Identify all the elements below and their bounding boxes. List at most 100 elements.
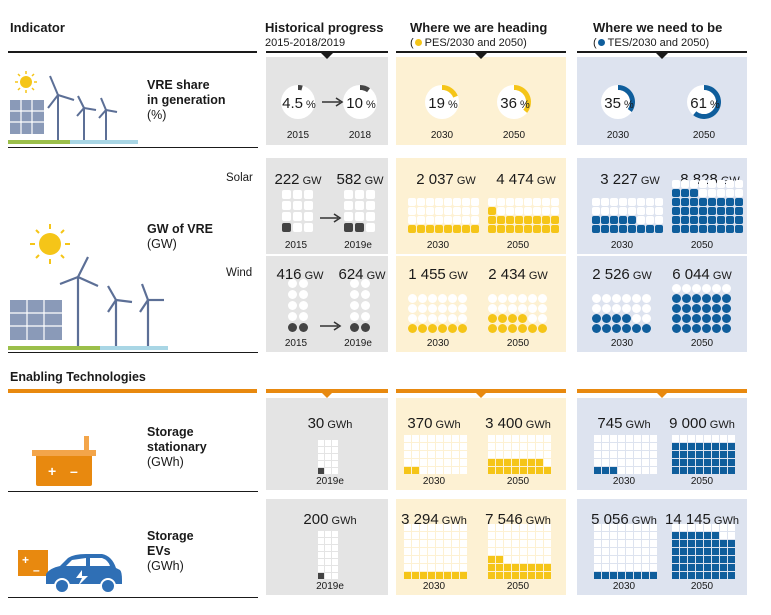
stationary-grid-cell bbox=[618, 435, 625, 442]
stationary-grid-cell bbox=[696, 467, 703, 474]
vre-share-unit: (%) bbox=[147, 108, 167, 122]
solar-grid-cell bbox=[726, 225, 734, 233]
evs-grid-cell bbox=[680, 524, 687, 531]
solar-grid-cell bbox=[717, 198, 725, 206]
evs-grid-cell bbox=[672, 572, 679, 579]
wind-grid-dot bbox=[498, 314, 507, 323]
solar-grid-cell bbox=[304, 201, 313, 210]
need-subheader: (TES/2030 and 2050) bbox=[593, 37, 709, 49]
evs-grid-cell bbox=[626, 556, 633, 563]
year-label: 2050 bbox=[507, 476, 530, 487]
arrow-right-icon bbox=[333, 321, 342, 331]
solar-grid-cell bbox=[699, 189, 707, 197]
donut-hole bbox=[692, 90, 716, 114]
stationary-value-label: 9 000 GWh bbox=[669, 415, 735, 432]
evs-grid-cell bbox=[650, 524, 657, 531]
solar-grid-cell bbox=[453, 225, 461, 233]
stationary-grid-cell bbox=[488, 467, 495, 474]
solar-grid-cell bbox=[672, 180, 680, 188]
evs-grid-cell bbox=[720, 564, 727, 571]
evs-grid-cell bbox=[428, 540, 435, 547]
evs-grid-cell bbox=[512, 524, 519, 531]
solar-grid-cell bbox=[497, 207, 505, 215]
solar-grid-cell bbox=[672, 198, 680, 206]
solar-grid-cell bbox=[592, 216, 600, 224]
solar-grid-cell bbox=[435, 216, 443, 224]
wind-grid-dot bbox=[692, 314, 701, 323]
wind-grid-dot bbox=[692, 284, 701, 293]
wind-grid-dot bbox=[299, 290, 308, 299]
evs-grid-cell bbox=[496, 524, 503, 531]
wind-turbine-icon bbox=[47, 75, 118, 142]
evs-grid-cell bbox=[488, 556, 495, 563]
evs-grid-cell bbox=[318, 538, 324, 544]
wind-grid-dot bbox=[350, 290, 359, 299]
stationary-grid-cell bbox=[404, 435, 411, 442]
evs-grid-cell bbox=[544, 548, 551, 555]
wind-grid-dot bbox=[722, 294, 731, 303]
wind-label: Wind bbox=[226, 267, 253, 279]
stationary-grid-cell bbox=[488, 459, 495, 466]
solar-grid-cell bbox=[444, 198, 452, 206]
evs-grid-cell bbox=[404, 540, 411, 547]
solar-grid-cell bbox=[488, 207, 496, 215]
wind-grid-dot bbox=[498, 324, 507, 333]
stationary-grid-cell bbox=[332, 454, 338, 460]
evs-grid-cell bbox=[512, 548, 519, 555]
solar-grid-cell bbox=[735, 180, 743, 188]
donut-value-label: 36 % bbox=[500, 95, 530, 112]
wind-grid-dot bbox=[299, 312, 308, 321]
solar-grid-cell bbox=[462, 198, 470, 206]
year-label: 2050 bbox=[507, 581, 530, 592]
solar-grid-cell bbox=[366, 223, 375, 232]
solar-grid-cell bbox=[610, 198, 618, 206]
solar-grid-cell bbox=[708, 189, 716, 197]
stationary-grid-cell bbox=[412, 435, 419, 442]
evs-grid-cell bbox=[688, 524, 695, 531]
solar-grid-cell bbox=[717, 189, 725, 197]
enabling-pointer-tes bbox=[656, 392, 668, 398]
evs-grid-cell bbox=[504, 572, 511, 579]
svg-text:–: – bbox=[33, 563, 40, 577]
solar-grid-cell bbox=[355, 201, 364, 210]
solar-grid-cell bbox=[533, 207, 541, 215]
evs-grid-cell bbox=[728, 524, 735, 531]
wind-grid-dot bbox=[602, 294, 611, 303]
solar-grid-cell bbox=[592, 207, 600, 215]
wind-grid-dot bbox=[518, 294, 527, 303]
stationary-grid-cell bbox=[428, 459, 435, 466]
solar-grid-cell bbox=[610, 207, 618, 215]
header-rule-indicator bbox=[8, 51, 257, 53]
solar-grid-cell bbox=[408, 207, 416, 215]
evs-grid-cell bbox=[404, 564, 411, 571]
enabling-rule-indicator bbox=[8, 389, 257, 393]
solar-grid-cell bbox=[515, 216, 523, 224]
evs-grid-cell bbox=[528, 572, 535, 579]
wind-grid-dot bbox=[722, 314, 731, 323]
wind-grid-dot bbox=[538, 314, 547, 323]
wind-grid-dot bbox=[592, 294, 601, 303]
evs-grid-cell bbox=[680, 564, 687, 571]
solar-grid-cell bbox=[735, 198, 743, 206]
gw-vre-unit: (GW) bbox=[147, 237, 177, 251]
stationary-grid-cell bbox=[318, 461, 324, 467]
solar-grid-cell bbox=[681, 216, 689, 224]
evs-grid-cell bbox=[332, 538, 338, 544]
gw-vre-illustration bbox=[8, 224, 168, 350]
evs-grid-cell bbox=[452, 564, 459, 571]
wind-grid-dot bbox=[642, 304, 651, 313]
evs-grid-cell bbox=[325, 531, 331, 537]
pes-legend-dot bbox=[414, 39, 422, 46]
solar-grid-cell bbox=[699, 207, 707, 215]
evs-grid-cell bbox=[672, 548, 679, 555]
evs-grid-cell bbox=[618, 532, 625, 539]
solar-grid-cell bbox=[735, 189, 743, 197]
solar-grid-cell bbox=[453, 216, 461, 224]
stationary-grid-cell bbox=[536, 451, 543, 458]
stationary-grid-cell bbox=[680, 451, 687, 458]
stationary-grid-cell bbox=[720, 459, 727, 466]
solar-grid-cell bbox=[426, 198, 434, 206]
evs-label-line2: EVs bbox=[147, 544, 171, 558]
vre-share-label-line1: VRE share bbox=[147, 78, 210, 92]
row-divider-4 bbox=[8, 597, 258, 598]
